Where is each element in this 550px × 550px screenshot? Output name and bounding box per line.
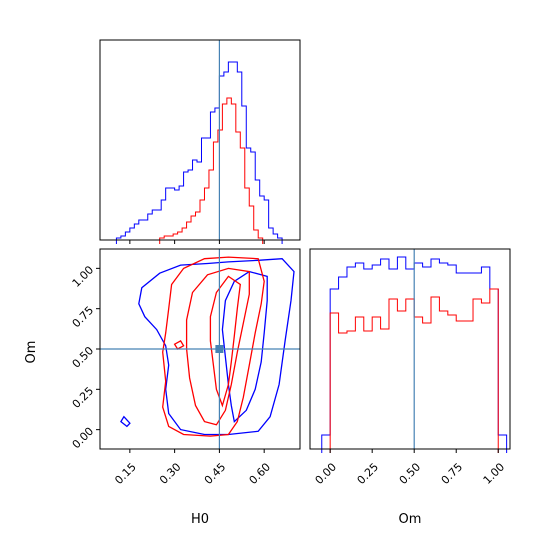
hist-series-1 [159,97,264,244]
x-tick-label: 0.00 [313,460,340,487]
panel-h0-hist [99,39,301,244]
x-tick-label: 0.15 [112,460,139,487]
contour-series-1-level-1 [185,267,250,426]
x-tick-label: 0.50 [397,460,424,487]
x-tick-label: 0.30 [157,460,184,487]
hist-series-0 [321,256,508,453]
contour-series-1-level-0 [162,256,265,437]
panel-om-hist-frame [309,248,511,450]
panel-joint-contour: 0.15 0.30 0.45 0.600.000.250.500.751.00 H0 … [24,248,301,527]
x-tick-label: 0.60 [247,460,274,487]
y-tick-label: 0.75 [70,304,97,331]
x-tick-label: 0.45 [202,460,229,487]
contour-series-0-level-0 [138,258,295,436]
y-tick-label: 0.25 [70,384,97,411]
panel-h0-hist-frame [99,39,301,241]
x-tick-label: 1.00 [481,460,508,487]
contour-series-0-level-2 [120,415,131,428]
x-axis-label-h0: H0 [191,512,209,527]
y-tick-label: 1.00 [70,263,97,290]
contour-series-1-level-2 [209,275,241,408]
y-tick-label: 0.00 [70,425,97,452]
x-axis-label-om: Om [399,512,422,527]
contour-series-1-level-3 [173,340,185,350]
contour-series-0-level-1 [221,270,268,423]
x-tick-label: 0.75 [439,460,466,487]
panel-om-hist: 0.00 0.25 0.50 0.75 1.00 Om [309,248,511,527]
truth-marker [215,345,224,353]
x-tick-label: 0.25 [355,460,382,487]
hist-series-0 [115,61,283,244]
y-axis-label-om: Om [24,341,39,364]
y-tick-label: 0.50 [70,344,97,371]
